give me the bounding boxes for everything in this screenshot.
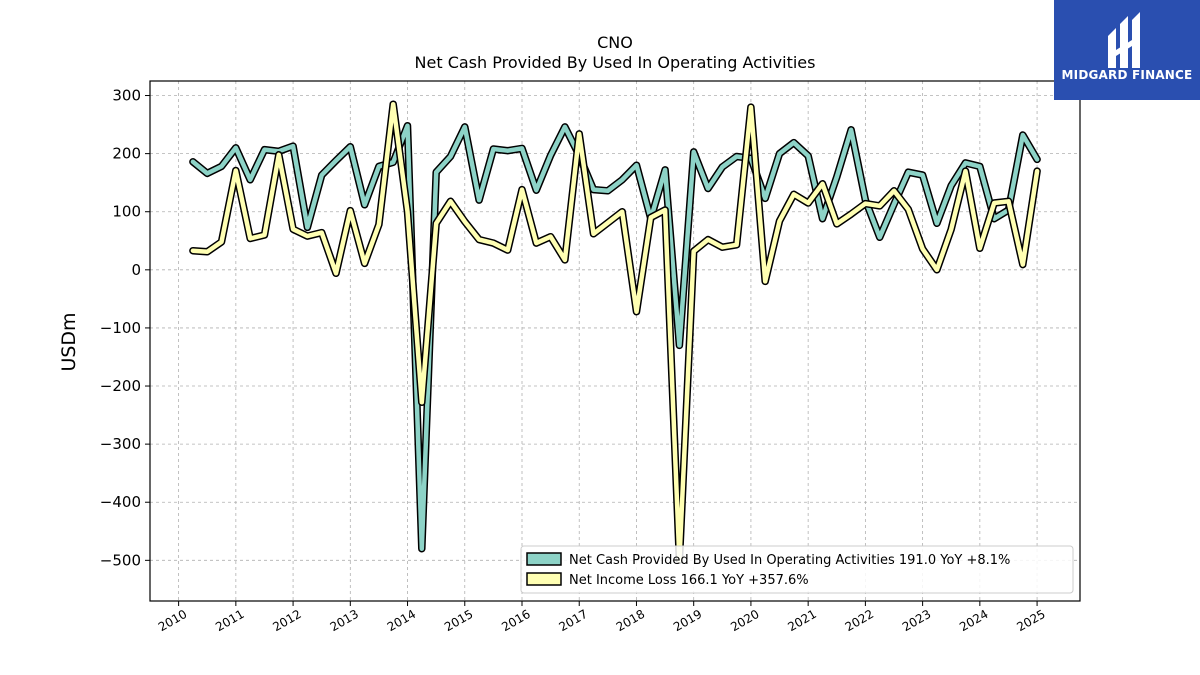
legend-box — [520, 545, 1074, 594]
legend-swatch-cash — [526, 552, 562, 566]
x-tick-label: 2024 — [957, 607, 990, 634]
plot-frame — [149, 80, 1081, 602]
legend-label-income: Net Income Loss 166.1 YoY +357.6% — [569, 573, 809, 588]
x-tick-label: 2010 — [156, 607, 189, 634]
y-tick-label: 0 — [131, 261, 141, 279]
y-tick-label: −200 — [100, 377, 141, 395]
y-tick-label: −300 — [100, 435, 141, 453]
y-tick-label: 100 — [112, 203, 141, 221]
chart-title: CNO — [597, 33, 633, 52]
x-tick-label: 2012 — [270, 607, 303, 634]
x-tick-label: 2017 — [557, 607, 590, 634]
brand-logo: MIDGARD FINANCE — [1054, 0, 1200, 100]
x-tick-label: 2020 — [728, 607, 761, 634]
series-cash-flow-line — [189, 121, 1041, 553]
x-tick-label: 2021 — [785, 607, 818, 634]
grid — [150, 81, 1080, 601]
x-tick-label: 2011 — [213, 607, 246, 634]
brand-name: MIDGARD FINANCE — [1061, 68, 1193, 82]
x-tick-label: 2025 — [1014, 607, 1047, 634]
series-net-income-line — [189, 100, 1041, 565]
y-tick-label: 200 — [112, 145, 141, 163]
y-axis: 300 200 100 0 −100 −200 −300 −400 −500 — [100, 87, 150, 569]
y-tick-label: −500 — [100, 551, 141, 569]
x-tick-label: 2019 — [671, 607, 704, 634]
legend-swatch-income — [526, 572, 562, 586]
x-tick-label: 2013 — [328, 607, 361, 634]
y-tick-label: −400 — [100, 493, 141, 511]
x-tick-label: 2023 — [900, 607, 933, 634]
x-tick-label: 2018 — [614, 607, 647, 634]
legend: Net Cash Provided By Used In Operating A… — [520, 545, 1074, 594]
x-tick-label: 2014 — [385, 607, 418, 634]
series-net-income-line-stroke — [190, 101, 1040, 563]
legend-label-cash: Net Cash Provided By Used In Operating A… — [569, 553, 1010, 568]
chart-subtitle: Net Cash Provided By Used In Operating A… — [415, 53, 816, 72]
y-tick-label: −100 — [100, 319, 141, 337]
x-tick-label: 2022 — [843, 607, 876, 634]
x-tick-label: 2015 — [442, 607, 475, 634]
x-tick-label: 2016 — [499, 607, 532, 634]
midgard-logo-icon — [1108, 12, 1140, 68]
x-axis: 2010 2011 2012 2013 2014 2015 2016 2017 2018 2019… — [156, 601, 1048, 634]
y-axis-label: USDm — [58, 312, 80, 371]
series-layer — [189, 100, 1041, 565]
y-tick-label: 300 — [112, 87, 141, 105]
